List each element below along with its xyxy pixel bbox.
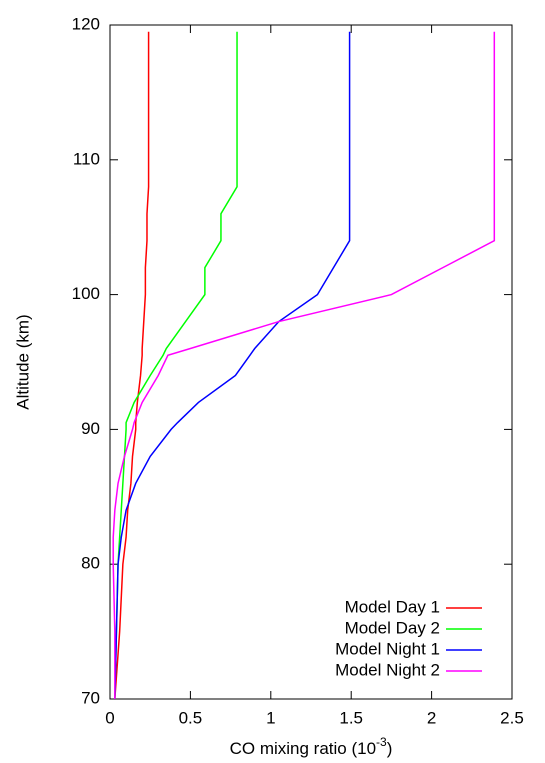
series-line xyxy=(114,31,351,700)
legend-label: Model Night 1 xyxy=(335,639,440,658)
x-tick-label: 0.5 xyxy=(179,708,203,727)
legend-label: Model Day 1 xyxy=(345,597,440,616)
x-axis-label: CO mixing ratio (10-3) xyxy=(230,735,393,758)
y-axis-label: Altitude (km) xyxy=(13,314,32,409)
x-axis-label-text: CO mixing ratio (10 xyxy=(230,739,376,758)
x-axis-label-exponent: -3 xyxy=(376,735,387,749)
x-axis-label-suffix: ) xyxy=(387,739,393,758)
x-tick-label: 1.5 xyxy=(339,708,363,727)
y-tick-label: 80 xyxy=(81,554,100,573)
legend-label: Model Day 2 xyxy=(345,618,440,637)
y-tick-label: 120 xyxy=(72,14,100,33)
y-tick-label: 100 xyxy=(72,284,100,303)
series-line xyxy=(114,31,238,700)
y-tick-label: 70 xyxy=(81,688,100,707)
y-tick-label: 90 xyxy=(81,419,100,438)
plot-frame xyxy=(109,24,513,700)
x-tick-label: 0 xyxy=(105,708,114,727)
series-line xyxy=(112,31,496,699)
x-tick-label: 2.5 xyxy=(500,708,524,727)
x-tick-label: 1 xyxy=(266,708,275,727)
legend-label: Model Night 2 xyxy=(335,660,440,679)
series-line xyxy=(114,31,150,700)
y-tick-label: 110 xyxy=(73,149,100,168)
x-tick-label: 2 xyxy=(427,708,436,727)
